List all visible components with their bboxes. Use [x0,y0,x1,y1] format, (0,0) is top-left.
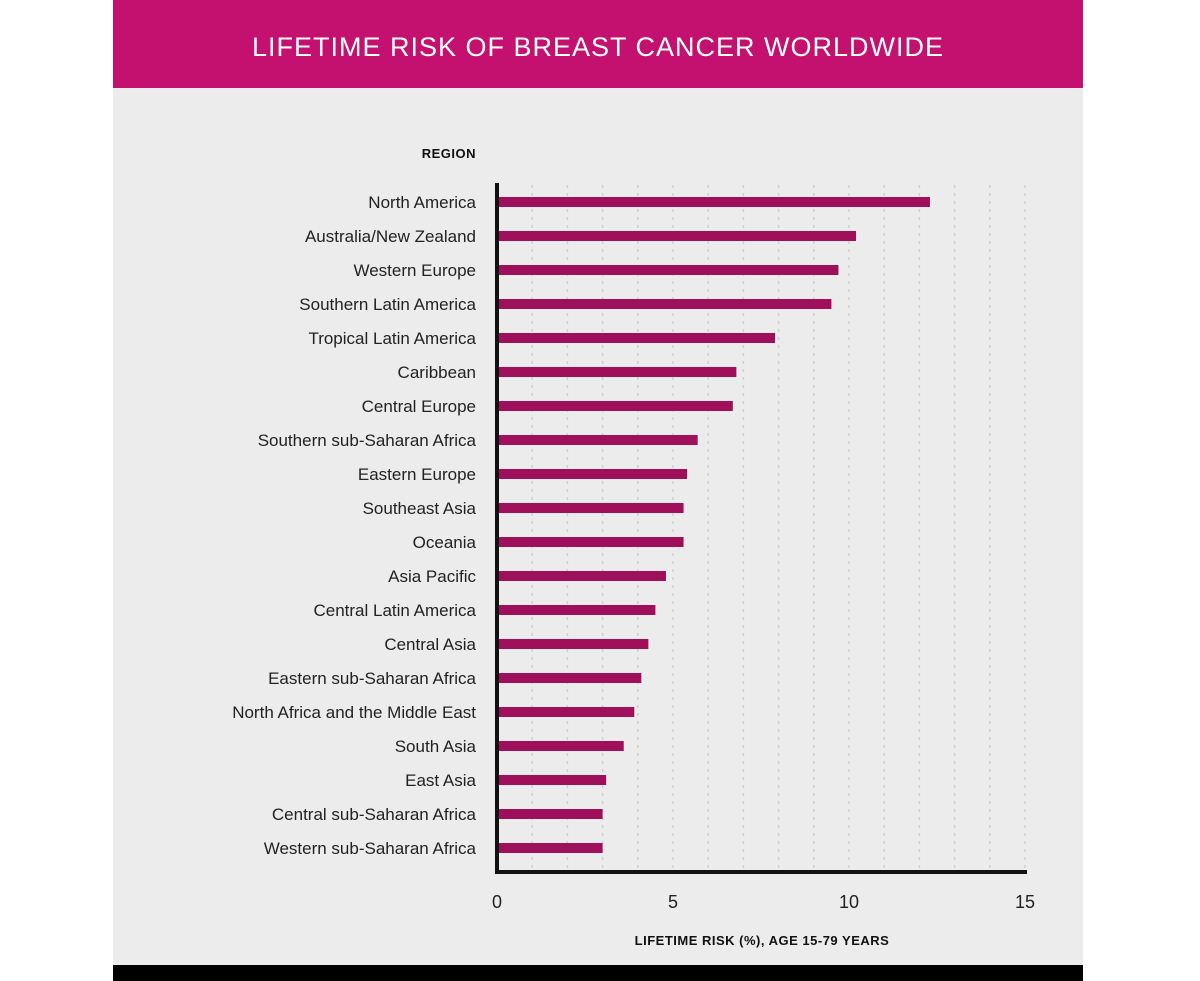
category-label: Southern Latin America [299,295,476,314]
bar [497,605,656,615]
bar [497,775,607,785]
x-tick-label: 0 [492,892,502,912]
bar [497,231,857,241]
bar [497,401,733,411]
category-label: Caribbean [398,363,476,382]
bar [497,503,684,513]
bar [497,197,930,207]
category-label: Southeast Asia [363,499,477,518]
category-label: Oceania [413,533,477,552]
category-label: Eastern sub-Saharan Africa [268,669,476,688]
category-label: Tropical Latin America [308,329,476,348]
category-label: Western sub-Saharan Africa [264,839,477,858]
category-label: Central Asia [384,635,476,654]
bar [497,299,832,309]
bar [497,707,635,717]
category-label: East Asia [405,771,476,790]
category-label: North Africa and the Middle East [232,703,476,722]
bar [497,367,737,377]
bar [497,843,603,853]
category-label: Central Latin America [313,601,476,620]
category-header: REGION [422,146,476,161]
category-label: Southern sub-Saharan Africa [258,431,477,450]
x-tick-label: 10 [839,892,859,912]
bar [497,333,776,343]
chart-title: LIFETIME RISK OF BREAST CANCER WORLDWIDE [113,0,1083,88]
category-label: South Asia [395,737,477,756]
category-label: Asia Pacific [388,567,476,586]
bar [497,435,698,445]
category-label: Australia/New Zealand [305,227,476,246]
bar [497,741,624,751]
x-tick-label: 5 [668,892,678,912]
bar [497,639,649,649]
bar [497,809,603,819]
bar [497,265,839,275]
x-axis-label: LIFETIME RISK (%), AGE 15-79 YEARS [635,933,890,948]
bar [497,469,688,479]
bar [497,571,666,581]
category-label: Central sub-Saharan Africa [272,805,477,824]
category-label: Eastern Europe [358,465,476,484]
footer-bar [113,965,1083,981]
bar [497,537,684,547]
category-label: North America [368,193,476,212]
bar [497,673,642,683]
category-label: Western Europe [353,261,476,280]
category-label: Central Europe [362,397,476,416]
x-tick-label: 15 [1015,892,1035,912]
